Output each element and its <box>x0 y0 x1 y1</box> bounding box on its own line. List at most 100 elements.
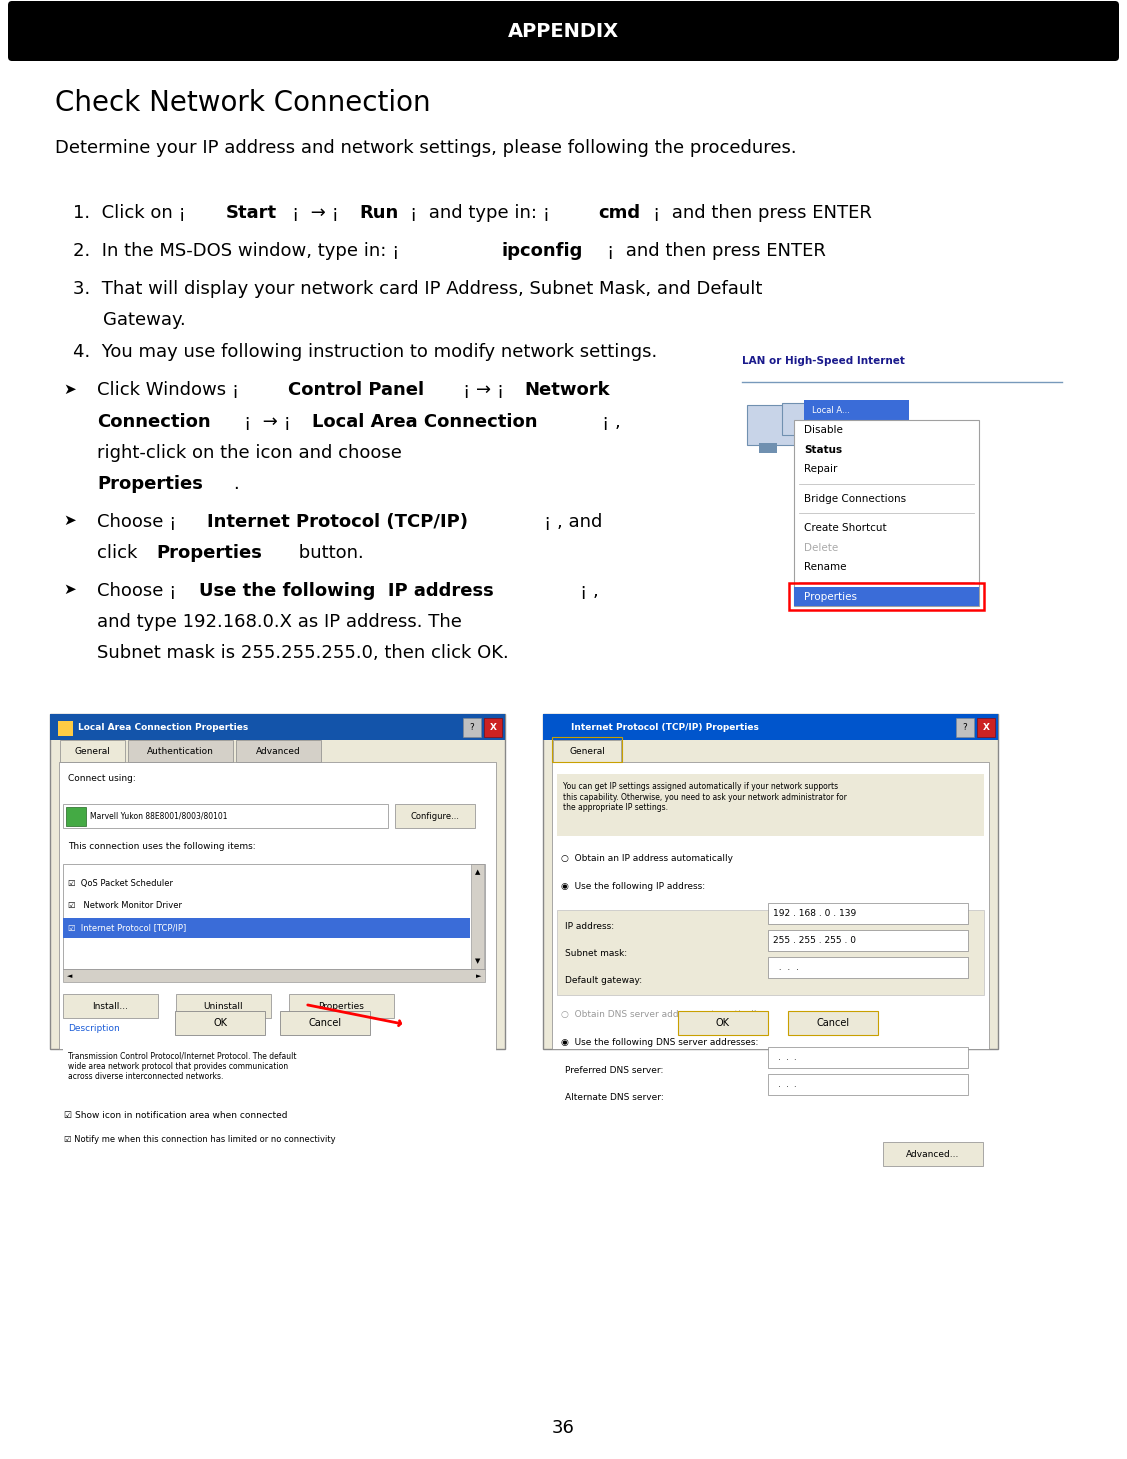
Text: 36: 36 <box>552 1420 575 1437</box>
Bar <box>804 400 909 420</box>
Text: Choose ¡: Choose ¡ <box>97 514 183 531</box>
Text: .  .  .: . . . <box>773 963 805 972</box>
Text: X: X <box>983 722 990 732</box>
Text: Rename: Rename <box>804 562 846 572</box>
Text: ➤: ➤ <box>63 381 76 397</box>
Text: ○  Obtain DNS server address automatically: ○ Obtain DNS server address automaticall… <box>561 1011 762 1020</box>
Text: click: click <box>97 544 143 562</box>
Text: Internet Protocol (TCP/IP): Internet Protocol (TCP/IP) <box>207 514 468 531</box>
Text: .  .  .: . . . <box>773 1081 802 1090</box>
Text: 3.  That will display your network card IP Address, Subnet Mask, and Default: 3. That will display your network card I… <box>73 280 762 298</box>
Bar <box>128 740 233 763</box>
Bar <box>552 737 622 763</box>
Text: X: X <box>489 722 497 732</box>
Text: Cancel: Cancel <box>309 1018 341 1029</box>
Text: 192 . 168 . 0 . 139: 192 . 168 . 0 . 139 <box>773 909 857 918</box>
Text: ¡  → ¡: ¡ → ¡ <box>243 413 296 430</box>
Text: Local Area Connection Properties: Local Area Connection Properties <box>78 722 248 732</box>
Text: ☑ Show icon in notification area when connected: ☑ Show icon in notification area when co… <box>64 1112 287 1121</box>
Bar <box>176 995 270 1018</box>
Text: Local Area Connection: Local Area Connection <box>311 413 538 430</box>
Bar <box>557 910 984 995</box>
Text: ➤: ➤ <box>63 514 76 528</box>
Text: APPENDIX: APPENDIX <box>508 22 619 41</box>
Bar <box>795 420 979 607</box>
Text: ¡  and type in: ¡: ¡ and type in: ¡ <box>410 204 556 222</box>
Text: This connection uses the following items:: This connection uses the following items… <box>68 842 256 852</box>
Text: ➤: ➤ <box>63 582 76 597</box>
Text: ¡  and then press ENTER: ¡ and then press ENTER <box>606 242 825 260</box>
Text: ◄: ◄ <box>66 973 72 979</box>
Text: Uninstall: Uninstall <box>204 1002 243 1011</box>
Text: Delete: Delete <box>804 543 838 553</box>
Text: Properties: Properties <box>319 1002 364 1011</box>
Bar <box>63 969 485 982</box>
Text: .  .  .: . . . <box>773 1053 802 1062</box>
Text: Subnet mask is 255.255.255.0, then click OK.: Subnet mask is 255.255.255.0, then click… <box>97 645 508 662</box>
Bar <box>557 775 984 836</box>
Text: Check Network Connection: Check Network Connection <box>55 89 431 117</box>
Bar <box>279 1011 370 1036</box>
Text: ▲: ▲ <box>474 870 480 875</box>
Text: Internet Protocol (TCP/IP) Properties: Internet Protocol (TCP/IP) Properties <box>571 722 758 732</box>
Text: Determine your IP address and network settings, please following the procedures.: Determine your IP address and network se… <box>55 139 797 158</box>
Text: Connect using:: Connect using: <box>68 775 135 783</box>
Text: Bridge Connections: Bridge Connections <box>804 493 906 503</box>
Bar <box>977 718 995 737</box>
Text: Gateway.: Gateway. <box>103 311 186 330</box>
Text: Disable: Disable <box>804 425 843 435</box>
Text: ¡  → ¡: ¡ → ¡ <box>292 204 345 222</box>
Text: ¡  and then press ENTER: ¡ and then press ENTER <box>653 204 871 222</box>
Text: Control Panel: Control Panel <box>287 381 424 400</box>
Bar <box>767 1074 968 1096</box>
Bar <box>767 931 968 951</box>
Text: ☑ Notify me when this connection has limited or no connectivity: ☑ Notify me when this connection has lim… <box>64 1135 336 1144</box>
Text: Connection: Connection <box>97 413 211 430</box>
Text: ▼: ▼ <box>474 959 480 964</box>
Bar <box>63 804 388 829</box>
Bar <box>394 804 474 829</box>
Bar <box>483 718 502 737</box>
Text: Status: Status <box>804 445 842 455</box>
Text: Repair: Repair <box>804 464 837 474</box>
Text: cmd: cmd <box>598 204 640 222</box>
Text: Create Shortcut: Create Shortcut <box>804 524 887 533</box>
Bar <box>463 718 481 737</box>
Text: OK: OK <box>213 1018 227 1029</box>
Bar <box>543 715 999 740</box>
Text: Authentication: Authentication <box>147 747 214 756</box>
Text: ☑  QoS Packet Scheduler: ☑ QoS Packet Scheduler <box>68 878 174 889</box>
Text: General: General <box>569 747 605 756</box>
FancyBboxPatch shape <box>8 1 1119 61</box>
Text: Marvell Yukon 88E8001/8003/80101: Marvell Yukon 88E8001/8003/80101 <box>90 811 228 821</box>
Text: Network: Network <box>524 381 610 400</box>
Bar <box>882 1142 983 1166</box>
Bar <box>788 1011 878 1036</box>
Text: Subnet mask:: Subnet mask: <box>565 950 627 959</box>
Text: ◉  Use the following DNS server addresses:: ◉ Use the following DNS server addresses… <box>561 1039 758 1048</box>
Text: IP address:: IP address: <box>565 922 614 931</box>
Text: Preferred DNS server:: Preferred DNS server: <box>565 1067 664 1075</box>
Bar <box>63 918 470 938</box>
Text: 2.  In the MS-DOS window, type in: ¡: 2. In the MS-DOS window, type in: ¡ <box>73 242 405 260</box>
Text: LAN or High-Speed Internet: LAN or High-Speed Internet <box>742 356 905 366</box>
Text: Choose ¡: Choose ¡ <box>97 582 176 600</box>
Text: ☑  Internet Protocol [TCP/IP]: ☑ Internet Protocol [TCP/IP] <box>68 924 186 932</box>
Text: ¡ ,: ¡ , <box>603 413 621 430</box>
Text: Start: Start <box>225 204 277 222</box>
Bar <box>795 587 979 607</box>
Bar <box>553 740 621 763</box>
Bar <box>289 995 394 1018</box>
Text: Configure...: Configure... <box>410 811 460 821</box>
Text: Use the following  IP address: Use the following IP address <box>199 582 494 600</box>
Bar <box>471 864 483 969</box>
Bar <box>175 1011 265 1036</box>
Text: Install...: Install... <box>92 1002 128 1011</box>
Text: and type 192.168.0.X as IP address. The: and type 192.168.0.X as IP address. The <box>97 613 462 632</box>
Bar <box>767 957 968 979</box>
Text: ◉  Use the following IP address:: ◉ Use the following IP address: <box>561 883 706 891</box>
Text: Default gateway:: Default gateway: <box>565 976 642 985</box>
Bar <box>789 584 984 610</box>
Text: OK: OK <box>716 1018 730 1029</box>
Text: .: . <box>233 476 239 493</box>
